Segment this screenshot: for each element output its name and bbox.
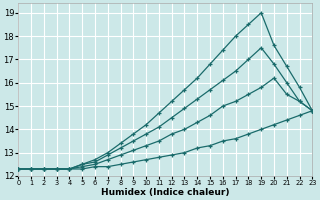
X-axis label: Humidex (Indice chaleur): Humidex (Indice chaleur): [101, 188, 229, 197]
